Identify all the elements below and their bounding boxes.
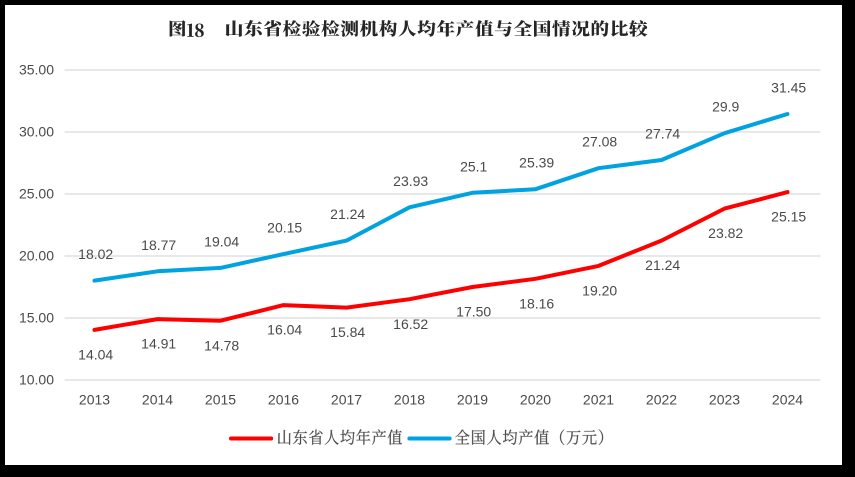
svg-text:25.15: 25.15 — [771, 209, 806, 225]
svg-text:2014: 2014 — [142, 392, 173, 408]
svg-text:19.20: 19.20 — [582, 283, 617, 299]
svg-text:21.24: 21.24 — [645, 257, 680, 273]
svg-text:31.45: 31.45 — [771, 80, 806, 96]
svg-text:23.93: 23.93 — [393, 173, 428, 189]
svg-text:16.04: 16.04 — [267, 322, 302, 338]
svg-text:18.02: 18.02 — [78, 246, 113, 262]
svg-text:14.91: 14.91 — [141, 336, 176, 352]
svg-text:29.9: 29.9 — [712, 99, 739, 115]
svg-text:2018: 2018 — [394, 392, 425, 408]
svg-text:30.00: 30.00 — [19, 123, 54, 139]
svg-text:27.74: 27.74 — [645, 126, 680, 142]
svg-text:27.08: 27.08 — [582, 134, 617, 150]
svg-text:2020: 2020 — [520, 392, 551, 408]
svg-text:25.00: 25.00 — [19, 185, 54, 201]
svg-text:2013: 2013 — [79, 392, 110, 408]
svg-text:23.82: 23.82 — [708, 225, 743, 241]
svg-text:2019: 2019 — [457, 392, 488, 408]
svg-text:2022: 2022 — [646, 392, 677, 408]
svg-text:2017: 2017 — [331, 392, 362, 408]
svg-text:20.15: 20.15 — [267, 220, 302, 236]
svg-text:19.04: 19.04 — [204, 233, 239, 249]
svg-text:20.00: 20.00 — [19, 247, 54, 263]
svg-text:35.00: 35.00 — [19, 61, 54, 77]
svg-text:14.78: 14.78 — [204, 337, 239, 353]
svg-text:2016: 2016 — [268, 392, 299, 408]
svg-text:16.52: 16.52 — [393, 316, 428, 332]
svg-text:2024: 2024 — [772, 392, 803, 408]
svg-text:18.16: 18.16 — [519, 295, 554, 311]
svg-text:2015: 2015 — [205, 392, 236, 408]
svg-text:17.50: 17.50 — [456, 304, 491, 320]
svg-text:25.1: 25.1 — [460, 158, 487, 174]
svg-text:21.24: 21.24 — [330, 206, 365, 222]
svg-text:2021: 2021 — [583, 392, 614, 408]
svg-text:18.77: 18.77 — [141, 237, 176, 253]
svg-text:10.00: 10.00 — [19, 371, 54, 387]
svg-text:25.39: 25.39 — [519, 155, 554, 171]
svg-text:15.00: 15.00 — [19, 309, 54, 325]
svg-text:14.04: 14.04 — [78, 347, 113, 363]
svg-text:15.84: 15.84 — [330, 324, 365, 340]
svg-text:2023: 2023 — [709, 392, 740, 408]
